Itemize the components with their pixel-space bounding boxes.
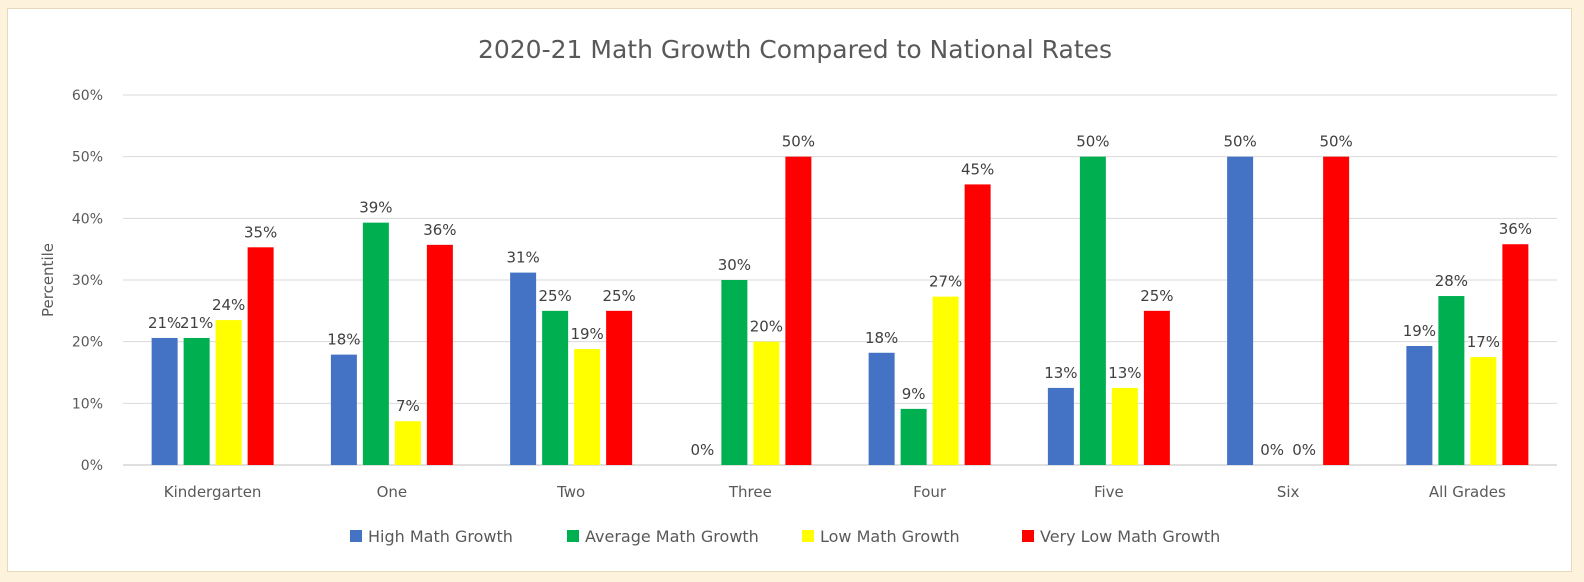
data-label: 7%	[396, 397, 420, 415]
x-tick-label: Two	[556, 483, 585, 501]
data-label: 19%	[570, 325, 603, 343]
x-tick-label: Kindergarten	[164, 483, 262, 501]
y-tick-label: 30%	[72, 273, 103, 289]
data-label: 0%	[690, 441, 714, 459]
bar	[362, 222, 389, 465]
y-tick-label: 50%	[72, 150, 103, 166]
y-axis-title: Percentile	[39, 243, 57, 317]
data-label: 0%	[1260, 441, 1284, 459]
data-label: 27%	[929, 273, 962, 291]
bar	[721, 280, 748, 465]
bar	[426, 244, 453, 465]
data-label: 13%	[1044, 364, 1077, 382]
bar	[215, 320, 242, 465]
data-label: 21%	[180, 314, 213, 332]
bar	[1470, 357, 1497, 465]
data-label: 18%	[865, 329, 898, 347]
data-label: 20%	[750, 318, 783, 336]
legend-item: Average Math Growth	[567, 527, 759, 546]
chart-title: 2020-21 Math Growth Compared to National…	[478, 35, 1112, 64]
legend-label: Very Low Math Growth	[1040, 527, 1220, 546]
data-label: 13%	[1108, 364, 1141, 382]
bar	[900, 408, 927, 465]
legend-item: High Math Growth	[350, 527, 513, 546]
x-tick-label: Three	[728, 483, 772, 501]
bar	[330, 354, 357, 465]
y-axis-ticks: 0% 10% 20% 30% 40% 50% 60%	[72, 88, 103, 474]
bar	[183, 337, 210, 465]
bar	[542, 310, 569, 465]
legend-swatch	[802, 530, 814, 542]
bar	[753, 341, 780, 465]
bar	[247, 247, 274, 465]
x-tick-label: All Grades	[1429, 483, 1506, 501]
bar	[1323, 156, 1350, 465]
bar	[574, 349, 601, 465]
data-label: 0%	[1292, 441, 1316, 459]
bar	[1111, 387, 1138, 465]
x-tick-label: One	[377, 483, 408, 501]
data-label: 25%	[1140, 287, 1173, 305]
data-label: 39%	[359, 199, 392, 217]
bar	[1502, 244, 1529, 465]
data-label: 50%	[782, 133, 815, 151]
data-label: 45%	[961, 160, 994, 178]
x-axis-categories: Kindergarten One Two Three Four Five Six All Gr…	[164, 483, 1506, 501]
y-tick-label: 10%	[72, 396, 103, 412]
data-label: 18%	[327, 331, 360, 349]
legend-swatch	[1022, 530, 1034, 542]
bar	[394, 421, 421, 465]
bar	[1438, 296, 1465, 465]
y-tick-label: 20%	[72, 335, 103, 351]
data-label: 30%	[718, 256, 751, 274]
legend-item: Very Low Math Growth	[1022, 527, 1220, 546]
data-label: 31%	[506, 249, 539, 267]
bar	[1143, 310, 1170, 465]
x-tick-label: Four	[913, 483, 947, 501]
legend-swatch	[567, 530, 579, 542]
data-label: 25%	[602, 287, 635, 305]
data-label: 50%	[1223, 133, 1256, 151]
bar	[510, 272, 537, 465]
x-tick-label: Six	[1277, 483, 1300, 501]
legend-label: Low Math Growth	[820, 527, 960, 546]
data-label: 9%	[902, 385, 926, 403]
bar	[151, 337, 178, 465]
data-label: 50%	[1319, 133, 1352, 151]
bar	[1227, 156, 1254, 465]
bar	[606, 310, 633, 465]
x-tick-label: Five	[1094, 483, 1124, 501]
data-label: 50%	[1076, 133, 1109, 151]
data-label: 35%	[244, 223, 277, 241]
data-label: 28%	[1435, 272, 1468, 290]
data-label: 17%	[1467, 333, 1500, 351]
bar	[1079, 156, 1106, 465]
bar	[964, 184, 991, 465]
legend-label: High Math Growth	[368, 527, 513, 546]
bar	[1406, 345, 1433, 465]
legend-item: Low Math Growth	[802, 527, 960, 546]
data-label: 19%	[1403, 322, 1436, 340]
legend-swatch	[350, 530, 362, 542]
legend: High Math Growth Average Math Growth Low M…	[350, 527, 1220, 546]
data-label: 36%	[1499, 220, 1532, 238]
bar	[1047, 387, 1074, 465]
bar	[868, 352, 895, 465]
y-tick-label: 40%	[72, 211, 103, 227]
bars	[151, 156, 1529, 465]
data-label: 25%	[538, 287, 571, 305]
data-label: 21%	[148, 314, 181, 332]
bar	[785, 156, 812, 465]
data-label: 24%	[212, 296, 245, 314]
legend-label: Average Math Growth	[585, 527, 759, 546]
y-tick-label: 0%	[81, 458, 103, 474]
gridlines	[123, 94, 1557, 466]
bar	[932, 296, 959, 465]
data-labels: 21%21%24%35%18%39%7%36%31%25%19%25%0%30%…	[148, 133, 1532, 459]
y-tick-label: 60%	[72, 88, 103, 104]
data-label: 36%	[423, 221, 456, 239]
